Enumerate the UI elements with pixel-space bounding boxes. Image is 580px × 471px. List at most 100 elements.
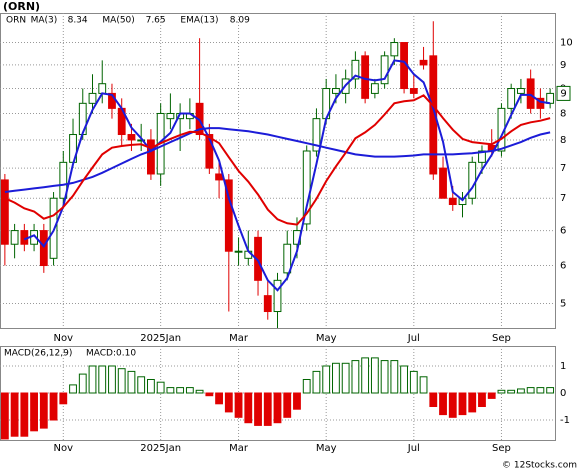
x-tick-label: Mar (229, 333, 249, 344)
y-tick-label: -1 (560, 415, 570, 426)
macd-bar (429, 392, 438, 408)
candle-body (59, 161, 68, 199)
y-tick-label: 8 (560, 135, 566, 146)
candle-body (39, 230, 48, 267)
macd-bar (215, 392, 223, 405)
macd-bar (166, 387, 175, 394)
macd-bar (137, 376, 146, 394)
macd-bar (293, 392, 301, 410)
last-price-label: 9 (560, 88, 566, 99)
candle-body (380, 55, 389, 85)
candle-body (273, 279, 282, 313)
macd-bar (546, 387, 555, 394)
ma-line (4, 127, 551, 193)
macd-bar (273, 392, 282, 424)
macd-bar (49, 392, 58, 421)
candle-body (98, 83, 107, 94)
candle-body (478, 150, 486, 163)
macd-bar (380, 360, 389, 394)
candle-body (254, 236, 262, 281)
y-tick-label: 1 (560, 361, 566, 372)
x-tick-label: Mar (229, 443, 249, 454)
x-tick-label: 2025Jan (140, 333, 181, 344)
watermark: © 12Stocks.com (502, 461, 577, 471)
macd-bar (224, 392, 233, 413)
x-tick-label: May (316, 443, 337, 454)
macd-bar (322, 365, 331, 394)
candle-body (439, 167, 447, 199)
candle-body (166, 112, 175, 120)
macd-bar (254, 392, 262, 426)
x-tick-label: Jul (407, 443, 420, 454)
candle-body (507, 88, 516, 109)
y-tick-label: 6 (560, 226, 566, 237)
chart-title: (ORN) (3, 0, 40, 13)
legend-ticker: ORN (6, 16, 26, 26)
macd-bar (458, 392, 467, 416)
macd-bar (439, 392, 447, 416)
macd-bar (117, 368, 126, 394)
macd-bar (409, 370, 418, 394)
candle-body (234, 250, 243, 253)
macd-bar (176, 387, 185, 394)
x-tick-label: Sep (492, 443, 511, 454)
price-panel (0, 13, 556, 329)
macd-bar (185, 387, 194, 394)
macd-bar (39, 392, 48, 429)
y-tick-label: 7 (560, 163, 566, 174)
macd-bar (205, 392, 214, 397)
x-tick-label: Sep (492, 333, 511, 344)
y-tick-label: 8 (560, 108, 566, 119)
macd-bar (244, 392, 253, 424)
ma-line (4, 94, 551, 226)
candle-body (127, 134, 136, 141)
macd-bar (195, 389, 204, 394)
y-tick-label: 9 (560, 60, 566, 71)
y-tick-label: 7 (560, 193, 566, 204)
macd-bar (263, 392, 272, 426)
macd-bar (419, 376, 428, 394)
candle-body (448, 197, 457, 206)
ma-line (23, 59, 551, 292)
y-tick-label: 10 (560, 38, 573, 49)
legend-value: 8.34 (68, 16, 88, 26)
macd-bar (536, 387, 545, 394)
macd-bar (78, 373, 87, 394)
macd-bar (234, 392, 243, 418)
macd-bar (517, 388, 525, 394)
candle-body (10, 230, 19, 245)
candle-body (205, 134, 214, 169)
candle-body (263, 295, 272, 313)
last-price-box (556, 85, 571, 101)
candle-body (468, 161, 477, 199)
x-tick-label: May (316, 333, 337, 344)
macd-bar (448, 392, 457, 418)
candle-body (224, 179, 233, 252)
macd-bar (468, 392, 477, 413)
macd-bar (156, 381, 165, 394)
macd-bar (30, 392, 38, 432)
macd-bar (526, 387, 535, 394)
macd-bar (497, 389, 506, 394)
candle-body (517, 88, 525, 94)
candle-body (137, 139, 146, 142)
legend-label: EMA(13) (180, 16, 218, 26)
macd-bar (370, 357, 379, 394)
candle-body (390, 42, 399, 57)
x-tick-label: Jul (407, 333, 420, 344)
macd-bar (312, 370, 321, 394)
candle-body (370, 83, 379, 94)
x-tick-label: 2025Jan (140, 443, 181, 454)
macd-bar (341, 362, 350, 394)
macd-bar (127, 370, 136, 394)
macd-bar (88, 365, 97, 394)
candle-body (312, 118, 321, 152)
macd-bar (390, 360, 399, 394)
macd-bar (361, 357, 370, 394)
candle-body (429, 55, 438, 175)
candle-body (0, 179, 9, 245)
y-tick-label: 5 (560, 299, 566, 310)
macd-bar (351, 360, 360, 394)
x-tick-label: Nov (54, 333, 74, 344)
